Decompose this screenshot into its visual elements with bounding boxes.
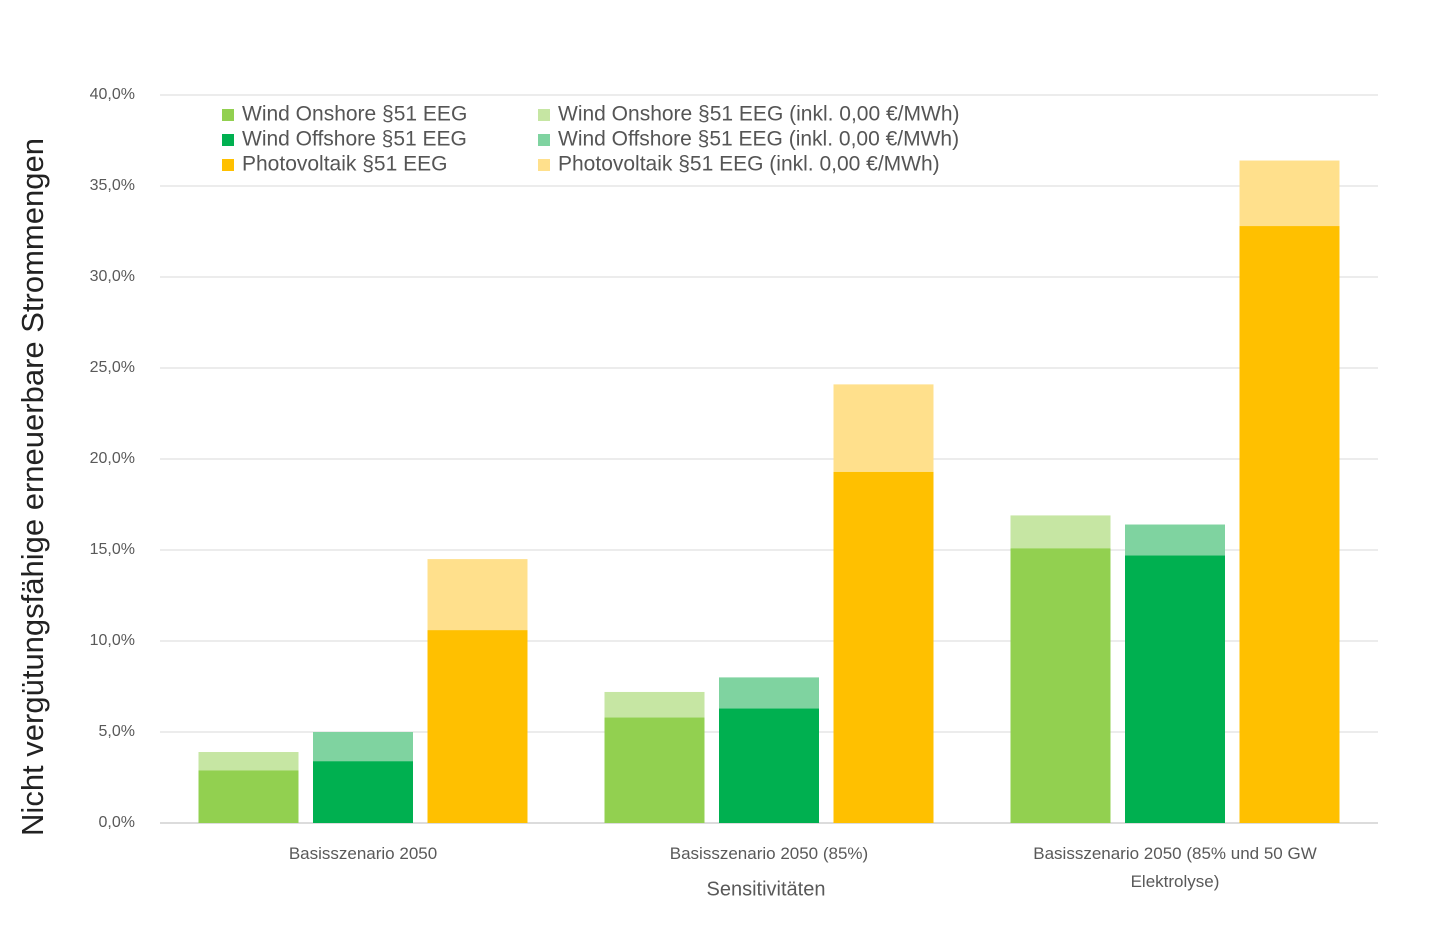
y-tick-label: 40,0% <box>90 86 135 103</box>
bar <box>198 752 299 771</box>
bar <box>1125 524 1225 556</box>
bar <box>604 717 705 823</box>
legend-swatch <box>538 159 550 171</box>
legend-label: Photovoltaik §51 EEG <box>242 153 447 176</box>
legend-swatch <box>222 134 234 146</box>
bar <box>833 384 934 472</box>
legend-label: Wind Offshore §51 EEG (inkl. 0,00 €/MWh) <box>558 128 959 151</box>
legend-label: Wind Offshore §51 EEG <box>242 128 467 151</box>
y-tick-label: 15,0% <box>90 541 135 558</box>
legend-swatch <box>538 109 550 121</box>
bar <box>604 691 705 718</box>
y-tick-label: 20,0% <box>90 450 135 467</box>
bar <box>719 677 819 709</box>
y-tick-label: 0,0% <box>99 814 135 831</box>
bar <box>1010 548 1111 823</box>
bar <box>427 559 528 631</box>
legend-swatch <box>222 159 234 171</box>
bar <box>427 630 528 823</box>
bar <box>1010 515 1111 549</box>
y-tick-label: 10,0% <box>90 632 135 649</box>
bar <box>719 708 819 823</box>
x-tick-label: Basisszenario 2050 <box>288 844 438 863</box>
x-tick-label: Basisszenario 2050 (85%) <box>669 844 869 863</box>
bar <box>198 770 299 823</box>
bar <box>1239 160 1340 227</box>
y-tick-label: 35,0% <box>90 177 135 194</box>
x-tick-label: Basisszenario 2050 (85% und 50 GW Elektr… <box>1033 844 1317 891</box>
y-tick-label: 30,0% <box>90 268 135 285</box>
legend-label: Wind Onshore §51 EEG (inkl. 0,00 €/MWh) <box>558 103 960 126</box>
legend-label: Wind Onshore §51 EEG <box>242 103 467 126</box>
legend-swatch <box>538 134 550 146</box>
bar <box>313 732 413 762</box>
x-axis-label: Sensitivitäten <box>707 878 826 900</box>
bar <box>833 471 934 823</box>
bar <box>1125 555 1225 823</box>
bar <box>1239 226 1340 824</box>
y-tick-label: 5,0% <box>99 723 135 740</box>
bar <box>313 761 413 823</box>
legend-label: Photovoltaik §51 EEG (inkl. 0,00 €/MWh) <box>558 153 940 176</box>
y-tick-label: 25,0% <box>90 359 135 376</box>
y-axis-label: Nicht vergütungsfähige erneuerbare Strom… <box>15 138 50 836</box>
legend-swatch <box>222 109 234 121</box>
